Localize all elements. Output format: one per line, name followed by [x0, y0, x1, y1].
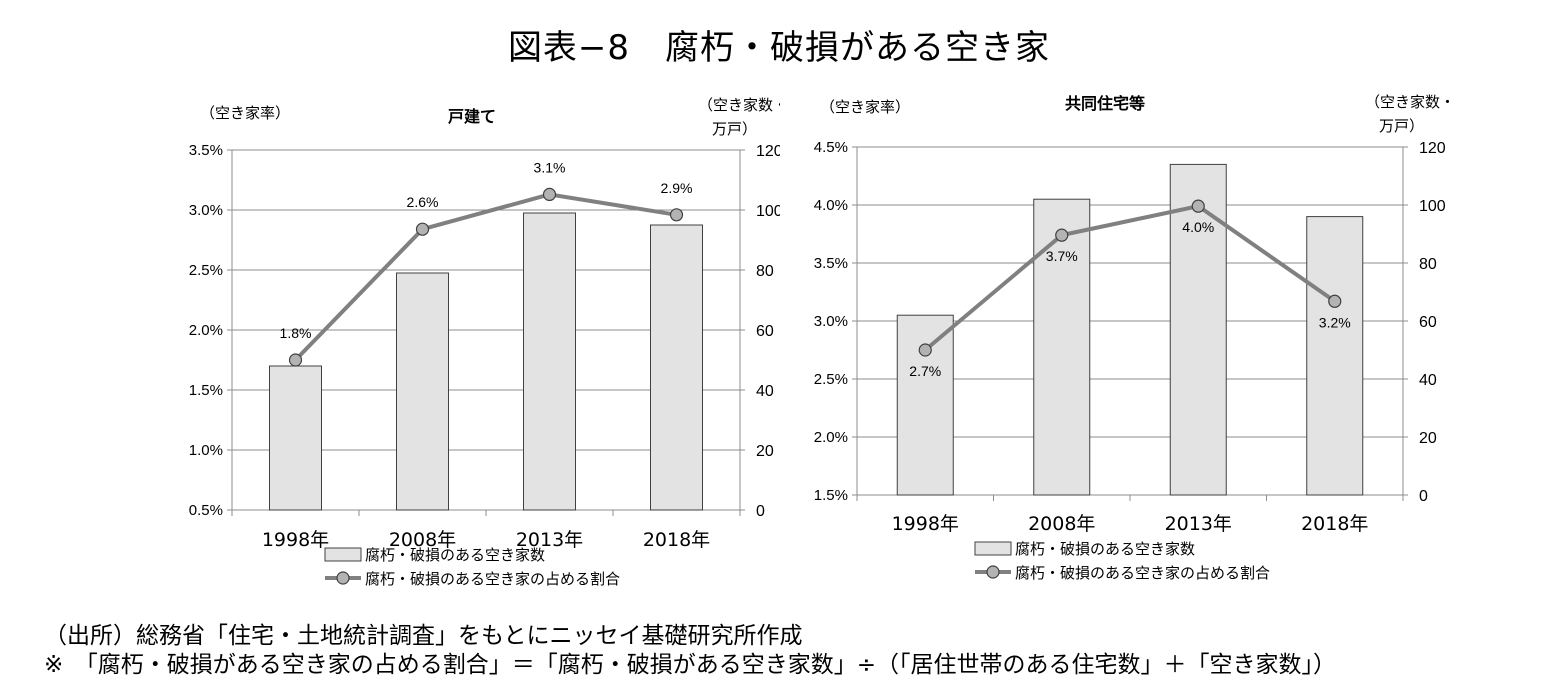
bar [269, 365, 322, 511]
legend-line-marker [986, 565, 1000, 579]
legend-line-marker [336, 571, 350, 585]
right-axis-title-unit: 万戸） [1379, 117, 1424, 135]
legend-line-label: 腐朽・破損のある空き家の占める割合 [1015, 564, 1270, 582]
legend-bar-label: 腐朽・破損のある空き家数 [365, 546, 545, 564]
right-tick-label: 100 [756, 203, 780, 220]
left-tick-label: 4.0% [814, 197, 848, 214]
bar [523, 212, 576, 511]
bar [1306, 216, 1364, 496]
left-axis-title: （空き家率） [200, 104, 290, 122]
chart-title: 共同住宅等 [1065, 94, 1145, 113]
left-tick-label: 2.5% [814, 371, 848, 388]
series-line [923, 204, 1336, 352]
line-point [288, 353, 303, 367]
data-label: 2.9% [661, 180, 693, 196]
right-tick-label: 80 [756, 263, 774, 280]
left-tick-label: 1.0% [189, 442, 223, 459]
bar [1169, 163, 1227, 496]
right-tick-label: 20 [1419, 430, 1437, 447]
right-tick-label: 80 [1419, 256, 1437, 273]
x-category-label: 2008年 [389, 529, 456, 551]
right-tick-label: 40 [756, 383, 774, 400]
right-axis-title: （空き家数・ [698, 96, 780, 114]
right-axis-title-unit: 万戸） [712, 120, 757, 138]
data-label: 2.6% [407, 194, 439, 210]
data-label: 3.1% [534, 159, 566, 175]
right-tick-label: 100 [1419, 198, 1446, 215]
right-tick-label: 0 [1419, 488, 1428, 505]
right-axis-title: （空き家数・ [1365, 93, 1455, 111]
left-tick-label: 2.5% [189, 262, 223, 279]
legend-bar-swatch [324, 547, 362, 562]
left-tick-label: 3.5% [189, 142, 223, 159]
left-tick-label: 1.5% [189, 382, 223, 399]
left-tick-label: 3.5% [814, 255, 848, 272]
right-tick-label: 40 [1419, 372, 1437, 389]
left-tick-label: 1.5% [814, 487, 848, 504]
right-tick-label: 120 [756, 143, 780, 160]
left-tick-label: 4.5% [814, 139, 848, 156]
formula-note: ※ 「腐朽・破損がある空き家の占める割合」＝「腐朽・破損がある空き家数」÷（「居… [44, 652, 1337, 678]
x-category-label: 1998年 [892, 513, 959, 535]
x-category-label: 2013年 [1165, 513, 1232, 535]
x-category-label: 1998年 [262, 529, 329, 551]
line-point [1328, 294, 1342, 308]
bar [896, 314, 954, 496]
line-point [542, 187, 557, 201]
left-tick-label: 3.0% [189, 202, 223, 219]
data-label: 1.8% [280, 325, 312, 341]
line-point [415, 222, 430, 236]
line-point [669, 208, 684, 222]
right-tick-label: 60 [1419, 314, 1437, 331]
x-category-label: 2008年 [1028, 513, 1095, 535]
legend-bar-label: 腐朽・破損のある空き家数 [1015, 540, 1195, 558]
line-point [1191, 199, 1205, 213]
left-tick-label: 3.0% [814, 313, 848, 330]
right-tick-label: 120 [1419, 140, 1446, 157]
line-point [918, 343, 932, 357]
data-label: 3.2% [1319, 314, 1351, 330]
data-label: 2.7% [909, 363, 941, 379]
left-tick-label: 2.0% [189, 322, 223, 339]
figure-title: 図表−8 腐朽・破損がある空き家 [507, 28, 1051, 68]
line-point [1055, 228, 1069, 242]
data-label: 4.0% [1182, 219, 1214, 235]
right-tick-label: 0 [756, 503, 765, 520]
bar [1033, 198, 1091, 496]
bar [650, 224, 703, 511]
left-tick-label: 0.5% [189, 502, 223, 519]
apartment-chart: 1.5% 2.0% 2.5% 3.0% 3.5% 4.0% 4.5% 0 20 40 60 80 100… [814, 93, 1455, 582]
x-category-label: 2013年 [516, 529, 583, 551]
legend-bar-swatch [974, 541, 1012, 556]
data-label: 3.7% [1046, 248, 1078, 264]
right-tick-label: 20 [756, 443, 774, 460]
chart-title: 戸建て [448, 107, 496, 126]
detached-house-chart: 0.5% 1.0% 1.5% 2.0% 2.5% 3.0% 3.5% 0 20 40 60 80 100… [189, 96, 780, 588]
x-category-label: 2018年 [643, 529, 710, 551]
left-tick-label: 2.0% [814, 429, 848, 446]
right-tick-label: 60 [756, 323, 774, 340]
bar [396, 272, 449, 511]
legend-line-label: 腐朽・破損のある空き家の占める割合 [365, 570, 620, 588]
left-axis-title: （空き家率） [820, 98, 910, 116]
series-line [294, 192, 677, 362]
source-note: （出所）総務省「住宅・土地統計調査」をもとにニッセイ基礎研究所作成 [44, 623, 803, 649]
x-category-label: 2018年 [1301, 513, 1368, 535]
